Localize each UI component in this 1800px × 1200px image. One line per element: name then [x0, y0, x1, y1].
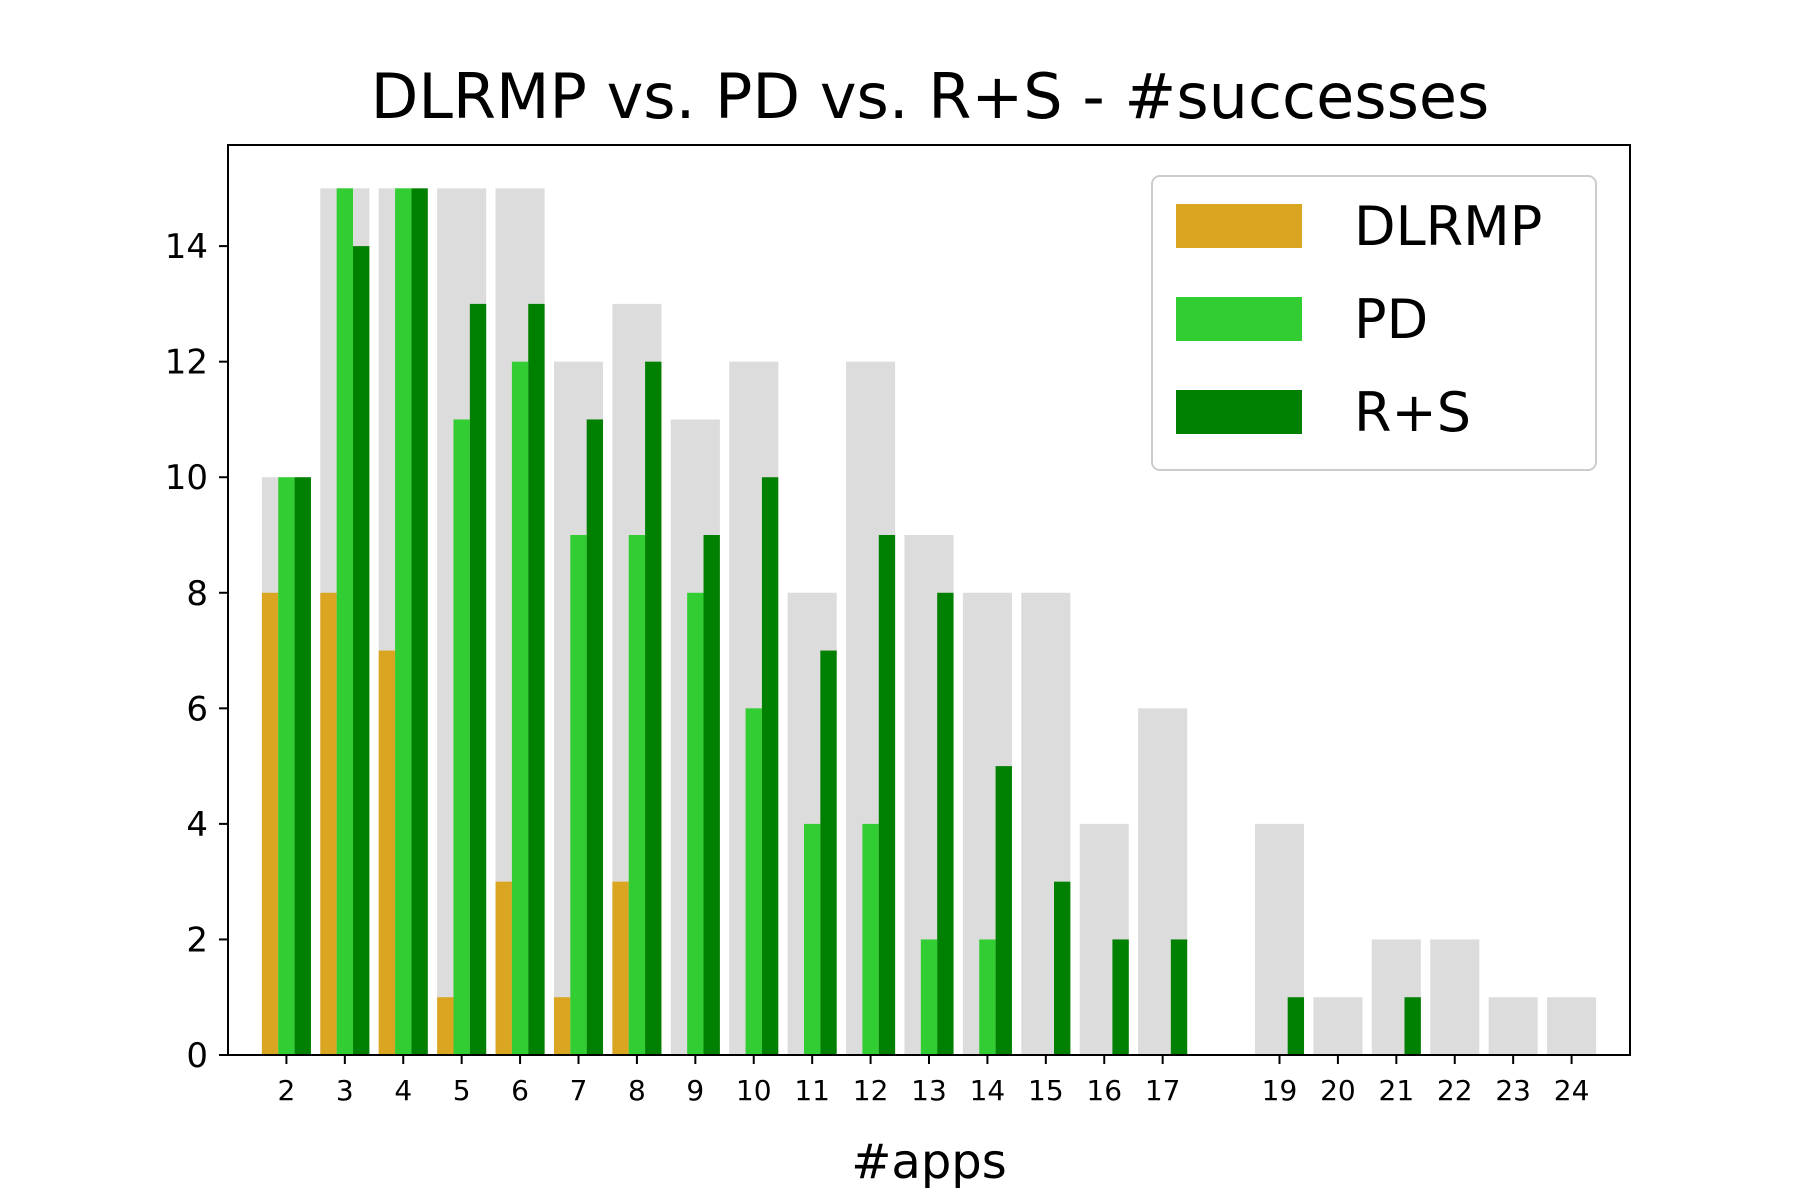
bar-pd-11: [803, 823, 821, 1055]
x-axis-label: #apps: [851, 1134, 1007, 1190]
legend: DLRMP PD R+S: [1151, 175, 1597, 471]
bar-r-s-15: [1054, 881, 1071, 1055]
chart-title: DLRMP vs. PD vs. R+S - #successes: [371, 60, 1490, 133]
bar-dlrmp-7: [553, 997, 571, 1055]
total-bar-22: [1430, 939, 1480, 1055]
bar-dlrmp-2: [261, 592, 279, 1055]
plot-frame: [227, 144, 1631, 1056]
x-tick-label-3: 3: [336, 1074, 354, 1107]
x-tick-label-8: 8: [628, 1074, 646, 1107]
x-tick-label-19: 19: [1262, 1074, 1298, 1107]
bar-pd-5: [453, 419, 470, 1055]
bar-r-s-8: [645, 361, 662, 1056]
bar-r-s-9: [703, 535, 720, 1055]
bar-pd-10: [745, 708, 762, 1055]
bar-pd-3: [336, 188, 354, 1056]
bar-pd-7: [570, 535, 587, 1055]
bar-pd-6: [511, 361, 529, 1056]
bar-r-s-3: [353, 246, 370, 1056]
x-tick-label-2: 2: [278, 1074, 296, 1107]
bar-r-s-14: [995, 766, 1012, 1055]
bar-r-s-5: [469, 303, 487, 1055]
bar-r-s-19: [1287, 997, 1305, 1055]
y-tick-label-10: 10: [165, 458, 208, 498]
x-tick-label-5: 5: [453, 1074, 471, 1107]
x-tick-label-9: 9: [686, 1074, 704, 1107]
total-bar-23: [1488, 997, 1538, 1055]
bar-dlrmp-4: [378, 650, 396, 1055]
bar-dlrmp-6: [495, 881, 512, 1055]
x-tick-label-22: 22: [1437, 1074, 1473, 1107]
y-tick-label-6: 6: [186, 689, 208, 729]
bar-r-s-11: [820, 650, 837, 1055]
legend-swatch-dlrmp: [1176, 204, 1302, 248]
x-tick-label-14: 14: [970, 1074, 1006, 1107]
x-tick-label-15: 15: [1028, 1074, 1064, 1107]
legend-label-pd: PD: [1354, 288, 1428, 351]
total-bar-24: [1547, 997, 1597, 1055]
x-tick-label-13: 13: [911, 1074, 947, 1107]
legend-label-dlrmp: DLRMP: [1354, 195, 1542, 258]
x-tick-label-10: 10: [736, 1074, 772, 1107]
x-tick-label-4: 4: [394, 1074, 412, 1107]
bar-pd-13: [920, 939, 938, 1055]
y-tick-label-14: 14: [165, 227, 208, 267]
legend-label-r-s: R+S: [1354, 381, 1471, 444]
x-tick-label-11: 11: [794, 1074, 830, 1107]
bar-pd-14: [979, 939, 996, 1055]
bar-dlrmp-3: [320, 592, 337, 1055]
bar-r-s-21: [1404, 997, 1421, 1055]
bar-pd-8: [628, 535, 646, 1055]
bar-r-s-4: [411, 188, 428, 1056]
y-tick-label-4: 4: [186, 805, 208, 845]
bar-dlrmp-8: [612, 881, 629, 1055]
x-tick-label-16: 16: [1086, 1074, 1122, 1107]
y-tick-label-0: 0: [186, 1036, 208, 1076]
bar-dlrmp-5: [437, 997, 454, 1055]
bar-pd-2: [278, 477, 295, 1055]
bars-group: [261, 188, 1597, 1056]
bar-r-s-13: [937, 592, 954, 1055]
y-tick-label-12: 12: [165, 343, 208, 383]
bar-r-s-12: [878, 535, 896, 1055]
bar-r-s-16: [1112, 939, 1129, 1055]
bar-pd-12: [862, 823, 879, 1055]
x-tick-label-21: 21: [1379, 1074, 1415, 1107]
bar-r-s-2: [294, 477, 311, 1055]
legend-swatch-r-s: [1176, 390, 1302, 434]
total-bar-20: [1313, 997, 1363, 1055]
x-tick-label-12: 12: [853, 1074, 889, 1107]
x-tick-label-23: 23: [1495, 1074, 1531, 1107]
x-tick-label-24: 24: [1554, 1074, 1590, 1107]
x-tick-label-17: 17: [1145, 1074, 1181, 1107]
y-tick-label-8: 8: [186, 574, 208, 614]
bar-r-s-10: [761, 477, 779, 1055]
y-tick-label-2: 2: [186, 920, 208, 960]
x-tick-label-6: 6: [511, 1074, 529, 1107]
x-tick-label-20: 20: [1320, 1074, 1356, 1107]
bar-r-s-6: [528, 303, 545, 1055]
legend-swatch-pd: [1176, 297, 1302, 341]
bar-r-s-7: [586, 419, 604, 1055]
bar-r-s-17: [1170, 939, 1188, 1055]
bar-pd-9: [687, 592, 704, 1055]
bar-pd-4: [395, 188, 412, 1056]
x-tick-label-7: 7: [570, 1074, 588, 1107]
